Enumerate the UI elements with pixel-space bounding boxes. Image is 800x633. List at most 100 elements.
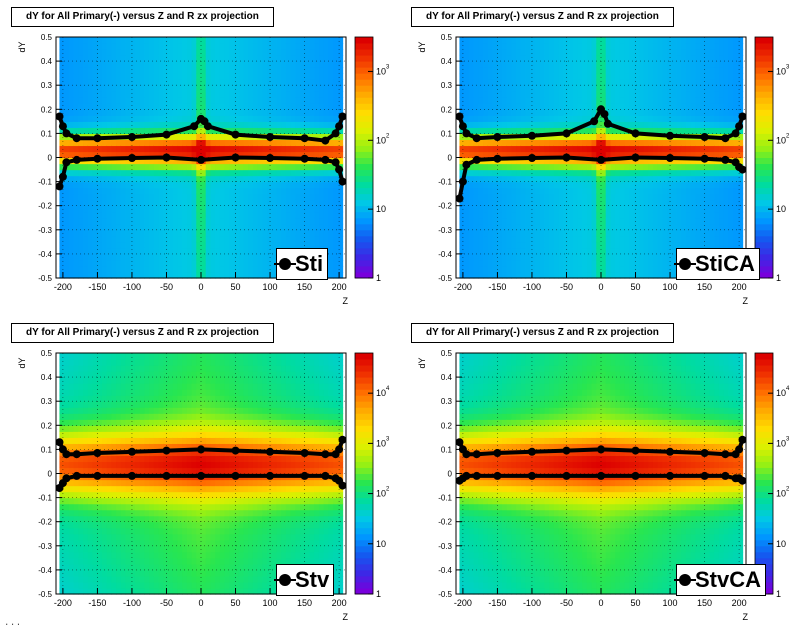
heatmap-cell bbox=[271, 199, 278, 207]
heatmap-cell bbox=[238, 223, 245, 231]
heatmap-cell bbox=[553, 127, 560, 135]
heatmap-cell bbox=[182, 145, 188, 153]
heatmap-cell bbox=[601, 79, 607, 86]
heatmap-cell bbox=[657, 271, 663, 279]
heatmap-cell bbox=[643, 247, 649, 255]
heatmap-cell bbox=[676, 235, 682, 243]
heatmap-cell bbox=[544, 145, 550, 153]
heatmap-cell bbox=[478, 271, 484, 279]
heatmap-cell bbox=[252, 115, 259, 122]
heatmap-cell bbox=[111, 151, 117, 159]
heatmap-cell bbox=[671, 199, 678, 207]
heatmap-cell bbox=[290, 211, 296, 219]
heatmap-cell bbox=[638, 193, 645, 201]
heatmap-cell bbox=[586, 49, 593, 56]
heatmap-cell bbox=[219, 211, 226, 219]
heatmap-cell bbox=[262, 49, 268, 56]
heatmap-cell bbox=[586, 43, 593, 50]
heatmap-cell bbox=[337, 223, 344, 231]
heatmap-cell bbox=[257, 109, 263, 116]
heatmap-cell bbox=[116, 109, 122, 116]
heatmap-cell bbox=[191, 85, 197, 92]
heatmap-cell bbox=[101, 139, 108, 147]
heatmap-cell bbox=[520, 67, 527, 74]
heatmap-cell bbox=[700, 67, 706, 74]
heatmap-cell bbox=[196, 271, 202, 279]
heatmap-cell bbox=[544, 205, 550, 213]
heatmap-cell bbox=[73, 115, 79, 122]
heatmap-cell bbox=[252, 73, 259, 80]
heatmap-cell bbox=[271, 235, 278, 243]
heatmap-cell bbox=[295, 157, 301, 165]
heatmap-cell bbox=[101, 49, 108, 56]
heatmap-cell bbox=[483, 169, 489, 177]
heatmap-cell bbox=[464, 181, 470, 189]
heatmap-cell bbox=[643, 181, 649, 189]
heatmap-cell bbox=[111, 175, 117, 183]
heatmap-cell bbox=[186, 217, 193, 225]
heatmap-cell bbox=[149, 85, 155, 92]
heatmap-cell bbox=[328, 37, 334, 44]
heatmap-cell bbox=[468, 205, 475, 213]
heatmap-cell bbox=[78, 211, 84, 219]
heatmap-cell bbox=[215, 175, 221, 183]
heatmap-cell bbox=[601, 73, 607, 80]
heatmap-cell bbox=[553, 169, 560, 177]
heatmap-cell bbox=[487, 169, 494, 177]
heatmap-cell bbox=[501, 115, 508, 122]
heatmap-cell bbox=[643, 265, 649, 273]
heatmap-cell bbox=[544, 265, 550, 273]
heatmap-cell bbox=[520, 169, 527, 177]
heatmap-cell bbox=[667, 109, 673, 116]
heatmap-cell bbox=[558, 37, 564, 44]
heatmap-cell bbox=[285, 223, 292, 231]
heatmap-cell bbox=[610, 235, 616, 243]
heatmap-cell bbox=[459, 241, 465, 249]
heatmap-cell bbox=[328, 271, 334, 279]
heatmap-cell bbox=[619, 67, 626, 74]
heatmap-cell bbox=[563, 67, 569, 74]
heatmap-cell bbox=[497, 217, 503, 225]
heatmap-cell bbox=[690, 67, 696, 74]
heatmap-cell bbox=[191, 37, 197, 44]
heatmap-cell bbox=[638, 217, 645, 225]
heatmap-cell bbox=[586, 55, 593, 62]
heatmap-cell bbox=[520, 127, 527, 135]
data-point bbox=[321, 136, 330, 145]
heatmap-cell bbox=[634, 235, 640, 243]
heatmap-cell bbox=[553, 49, 560, 56]
heatmap-cell bbox=[314, 193, 320, 201]
heatmap-cell bbox=[144, 73, 150, 80]
color-scale-label: 1 bbox=[376, 273, 381, 283]
heatmap-cell bbox=[333, 37, 339, 44]
heatmap-cell bbox=[544, 103, 550, 110]
heatmap-cell bbox=[134, 169, 141, 177]
heatmap-cell bbox=[511, 259, 517, 267]
heatmap-cell bbox=[468, 85, 475, 92]
heatmap-cell bbox=[619, 91, 626, 98]
heatmap-cell bbox=[59, 247, 65, 255]
heatmap-cell bbox=[582, 271, 588, 279]
heatmap-cell bbox=[615, 37, 621, 44]
heatmap-cell bbox=[134, 139, 141, 147]
heatmap-cell bbox=[300, 187, 306, 195]
heatmap-cell bbox=[549, 163, 555, 171]
heatmap-cell bbox=[314, 61, 320, 68]
heatmap-cell bbox=[201, 127, 207, 135]
heatmap-cell bbox=[558, 259, 564, 267]
heatmap-cell bbox=[511, 205, 517, 213]
heatmap-cell bbox=[657, 223, 663, 231]
heatmap-cell bbox=[337, 67, 344, 74]
heatmap-cell bbox=[483, 73, 489, 80]
heatmap-cell bbox=[92, 223, 98, 231]
heatmap-cell bbox=[624, 73, 630, 80]
heatmap-cell bbox=[549, 241, 555, 249]
heatmap-cell bbox=[120, 241, 127, 249]
heatmap-cell bbox=[59, 151, 65, 159]
heatmap-cell bbox=[483, 259, 489, 267]
heatmap-cell bbox=[120, 271, 127, 279]
heatmap-cell bbox=[97, 193, 103, 201]
heatmap-cell bbox=[309, 55, 315, 62]
heatmap-cell bbox=[667, 229, 673, 237]
heatmap-cell bbox=[718, 151, 725, 159]
